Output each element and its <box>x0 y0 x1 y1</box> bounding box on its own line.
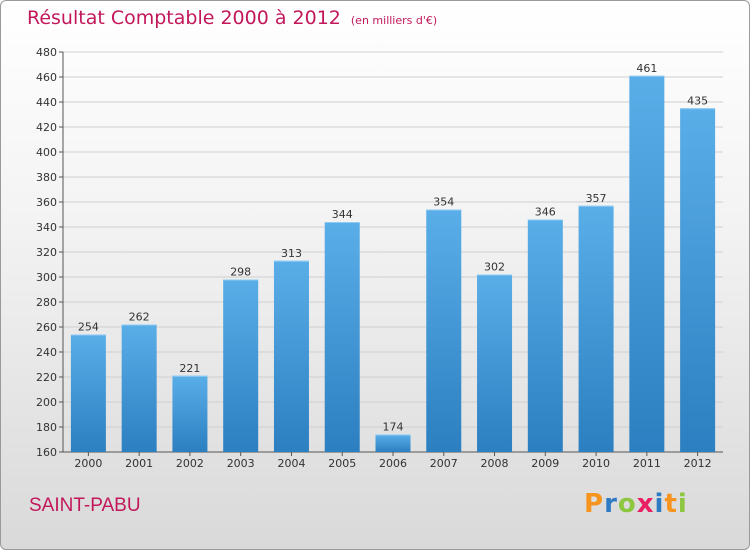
y-tick-label: 180 <box>36 421 57 434</box>
y-tick-label: 260 <box>36 321 57 334</box>
x-tick-label-2005: 2005 <box>328 457 356 470</box>
bar-2009 <box>527 219 563 452</box>
value-label-2000: 254 <box>78 321 99 334</box>
chart-title: Résultat Comptable 2000 à 2012 (en millie… <box>27 7 438 29</box>
chart-subtitle: (en milliers d'€) <box>350 14 438 27</box>
y-tick-label: 440 <box>36 96 57 109</box>
bar-2008 <box>477 274 513 452</box>
logo-letter: i <box>654 489 665 519</box>
commune-name: SAINT-PABU <box>29 495 141 516</box>
value-label-2006: 174 <box>383 421 404 434</box>
x-tick-label-2006: 2006 <box>379 457 407 470</box>
y-tick-label: 400 <box>36 146 57 159</box>
proxiti-logo: Proxiti <box>584 489 688 519</box>
y-tick-label: 300 <box>36 271 57 284</box>
logo-letter: i <box>677 489 688 519</box>
bar-2010 <box>578 205 614 452</box>
labels: 254 2000 262 2001 221 2002 298 2003 313 2004 344 20… <box>74 62 711 470</box>
axes: 160 180 200 220 240 260 280 300 320 340 360 380 400 4… <box>36 46 723 459</box>
y-tick-label: 220 <box>36 371 57 384</box>
bar-2000 <box>70 334 106 452</box>
value-label-2007: 354 <box>433 196 454 209</box>
y-tick-label: 320 <box>36 246 57 259</box>
x-tick-label-2009: 2009 <box>531 457 559 470</box>
y-tick-label: 340 <box>36 221 57 234</box>
bar-2011 <box>629 75 665 452</box>
y-tick-label: 360 <box>36 196 57 209</box>
y-tick-label: 200 <box>36 396 57 409</box>
bar-2001 <box>121 324 157 452</box>
logo-letter: x <box>636 489 655 519</box>
value-label-2010: 357 <box>586 192 607 205</box>
x-tick-label-2000: 2000 <box>74 457 102 470</box>
y-tick-label: 280 <box>36 296 57 309</box>
y-tick-label: 460 <box>36 71 57 84</box>
logo-letter: P <box>584 489 605 519</box>
y-tick-label: 420 <box>36 121 57 134</box>
y-tick-label: 160 <box>36 446 57 459</box>
x-tick-label-2002: 2002 <box>176 457 204 470</box>
grid-lines <box>63 51 723 453</box>
value-label-2001: 262 <box>129 311 150 324</box>
bar-2007 <box>426 209 462 452</box>
value-label-2008: 302 <box>484 261 505 274</box>
x-tick-label-2007: 2007 <box>430 457 458 470</box>
value-label-2002: 221 <box>179 362 200 375</box>
logo-letter: o <box>617 489 637 519</box>
x-tick-label-2008: 2008 <box>481 457 509 470</box>
bars <box>70 75 716 452</box>
value-label-2004: 313 <box>281 247 302 260</box>
value-label-2009: 346 <box>535 206 556 219</box>
logo-letter: t <box>664 489 678 519</box>
y-tick-label: 480 <box>36 46 57 59</box>
y-tick-label: 240 <box>36 346 57 359</box>
bar-2002 <box>172 375 208 452</box>
value-label-2011: 461 <box>636 62 657 75</box>
value-label-2003: 298 <box>230 266 251 279</box>
bar-2005 <box>324 222 360 452</box>
bar-2006 <box>375 434 411 452</box>
value-label-2005: 344 <box>332 208 353 221</box>
bar-2012 <box>680 108 716 452</box>
x-tick-label-2003: 2003 <box>227 457 255 470</box>
bar-2004 <box>273 260 309 452</box>
logo-letter: r <box>604 489 618 519</box>
x-tick-label-2011: 2011 <box>633 457 661 470</box>
x-tick-label-2001: 2001 <box>125 457 153 470</box>
y-tick-label: 380 <box>36 171 57 184</box>
bar-2003 <box>223 279 259 452</box>
x-tick-label-2004: 2004 <box>277 457 305 470</box>
value-label-2012: 435 <box>687 94 708 107</box>
x-tick-label-2010: 2010 <box>582 457 610 470</box>
x-tick-label-2012: 2012 <box>684 457 712 470</box>
